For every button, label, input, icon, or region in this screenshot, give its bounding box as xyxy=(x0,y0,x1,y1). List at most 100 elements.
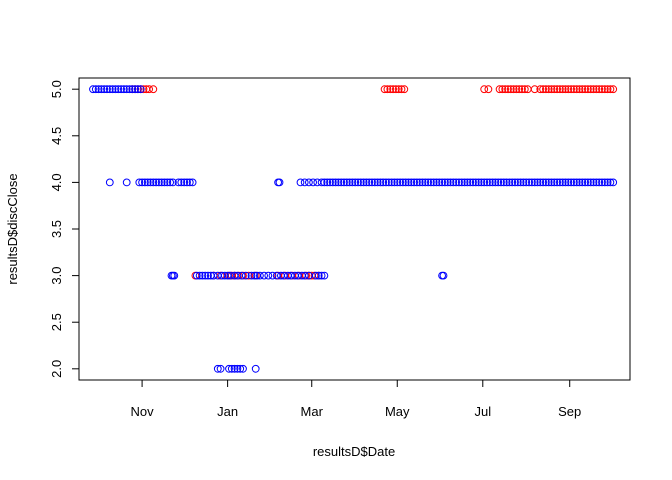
data-point xyxy=(387,178,396,187)
data-point xyxy=(379,178,388,187)
data-point xyxy=(331,178,340,187)
y-axis-label: resultsD$discClose xyxy=(5,173,20,284)
data-point xyxy=(449,178,458,187)
y-tick-label: 3.5 xyxy=(49,220,64,238)
data-point xyxy=(359,178,368,187)
data-point xyxy=(260,271,269,280)
data-point xyxy=(216,364,225,373)
data-point xyxy=(163,178,172,187)
data-point xyxy=(345,178,354,187)
data-point xyxy=(155,178,163,187)
data-point xyxy=(530,178,539,187)
data-point xyxy=(564,178,573,187)
data-point xyxy=(354,178,362,187)
data-point xyxy=(320,178,329,187)
data-point xyxy=(413,178,421,187)
data-point xyxy=(407,178,416,187)
data-point xyxy=(600,178,609,187)
data-point xyxy=(149,178,158,187)
data-point xyxy=(152,178,161,187)
data-point xyxy=(337,178,346,187)
data-point xyxy=(495,85,504,94)
data-point xyxy=(143,178,152,187)
data-point xyxy=(114,85,123,94)
data-point xyxy=(474,178,483,187)
x-axis: Nov Jan Mar May Jul Sep xyxy=(131,379,581,419)
data-point xyxy=(542,178,550,187)
data-point xyxy=(393,178,402,187)
data-point xyxy=(556,85,564,94)
data-point xyxy=(424,178,433,187)
data-point xyxy=(592,178,601,187)
y-tick-label: 3.0 xyxy=(49,267,64,285)
data-point xyxy=(480,85,489,94)
data-point xyxy=(300,178,309,187)
data-point xyxy=(558,85,567,94)
data-point xyxy=(342,178,351,187)
y-tick-label: 4.5 xyxy=(49,127,64,145)
data-point xyxy=(105,85,114,94)
data-point xyxy=(598,178,606,187)
data-point xyxy=(314,271,323,280)
data-point xyxy=(427,178,435,187)
data-point xyxy=(589,178,598,187)
data-point xyxy=(575,178,584,187)
data-point xyxy=(595,85,604,94)
data-point xyxy=(544,178,553,187)
data-point xyxy=(435,178,444,187)
data-point xyxy=(268,271,277,280)
data-point xyxy=(463,178,472,187)
x-axis-label: resultsD$Date xyxy=(313,444,395,459)
data-point xyxy=(108,85,117,94)
data-point xyxy=(460,178,469,187)
data-point xyxy=(480,178,489,187)
data-point xyxy=(239,364,247,373)
data-point xyxy=(439,271,448,280)
data-point xyxy=(506,85,515,94)
data-point xyxy=(446,178,455,187)
y-tick-label: 2.5 xyxy=(49,313,64,331)
data-point xyxy=(522,178,531,187)
data-point xyxy=(312,271,320,280)
data-point xyxy=(170,271,179,280)
data-point xyxy=(201,271,210,280)
data-point xyxy=(103,85,111,94)
data-point xyxy=(188,178,197,187)
data-point xyxy=(491,178,500,187)
data-point xyxy=(513,178,522,187)
data-point xyxy=(218,271,226,280)
data-point xyxy=(586,85,595,94)
data-point xyxy=(131,85,140,94)
data-point xyxy=(586,178,595,187)
data-point xyxy=(213,364,222,373)
data-point xyxy=(542,85,550,94)
data-point xyxy=(309,178,318,187)
data-point xyxy=(326,178,334,187)
data-point xyxy=(136,85,145,94)
data-point xyxy=(603,85,612,94)
data-point xyxy=(572,85,581,94)
data-point xyxy=(452,178,461,187)
data-point xyxy=(570,85,578,94)
x-tick-label: Jan xyxy=(217,404,238,419)
data-point xyxy=(399,178,407,187)
data-point xyxy=(100,85,109,94)
data-point xyxy=(501,85,510,94)
data-point xyxy=(91,85,100,94)
data-point xyxy=(556,178,564,187)
data-point xyxy=(348,178,357,187)
y-tick-label: 5.0 xyxy=(49,80,64,98)
data-point xyxy=(317,271,326,280)
data-point xyxy=(180,178,189,187)
data-point xyxy=(204,271,212,280)
data-point xyxy=(177,178,186,187)
data-point xyxy=(397,85,406,94)
data-point xyxy=(146,178,155,187)
data-point xyxy=(390,178,399,187)
data-point xyxy=(320,271,329,280)
data-point xyxy=(134,85,142,94)
data-point xyxy=(505,178,514,187)
data-point xyxy=(595,178,604,187)
data-point xyxy=(394,85,403,94)
data-point xyxy=(305,178,313,187)
